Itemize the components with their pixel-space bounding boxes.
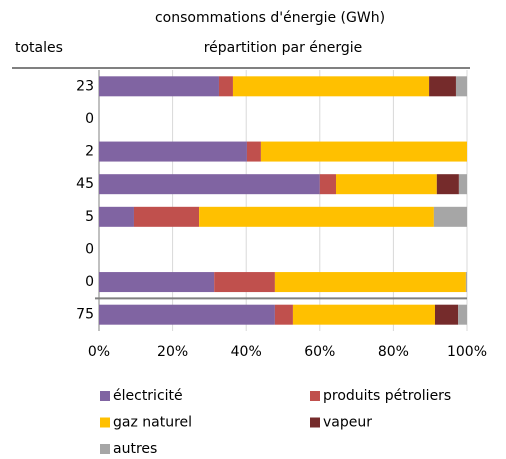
legend-swatch <box>100 391 110 401</box>
bar-segment <box>465 272 467 293</box>
legend-swatch <box>100 444 110 454</box>
y-tick-label: 0 <box>85 241 94 257</box>
bar-segment <box>99 272 215 293</box>
bar-segment <box>133 206 200 227</box>
legend-label: gaz naturel <box>113 415 192 431</box>
legend-swatch <box>310 391 320 401</box>
legend-swatch <box>310 417 320 428</box>
chart-title: consommations d'énergie (GWh) <box>155 10 385 26</box>
bar-segment <box>260 141 467 162</box>
legend-label: produits pétroliers <box>323 388 451 404</box>
bar-segment <box>246 141 261 162</box>
bar-segment <box>232 76 430 97</box>
bar-segment <box>274 272 466 293</box>
y-tick-label: 45 <box>76 176 94 192</box>
y-tick-label: 0 <box>85 111 94 127</box>
x-tick-label: 60% <box>304 344 335 360</box>
bar-segment <box>199 206 434 227</box>
bar-segment <box>99 304 275 325</box>
bar-segment <box>99 141 247 162</box>
bar-segment <box>433 206 467 227</box>
legend-swatch <box>100 417 110 428</box>
bar-segment <box>292 304 435 325</box>
legend-label: autres <box>113 441 157 457</box>
y-tick-label: 5 <box>85 209 94 225</box>
bar-segment <box>214 272 275 293</box>
bar-segment <box>99 206 134 227</box>
bar-segment <box>434 304 459 325</box>
bar-segment <box>458 304 467 325</box>
x-tick-label: 80% <box>378 344 409 360</box>
subtitle: répartition par énergie <box>204 40 363 56</box>
bar-segment <box>99 76 219 97</box>
bar-segment <box>218 76 233 97</box>
y-tick-label: 23 <box>76 78 94 94</box>
bar-segment <box>429 76 456 97</box>
x-tick-label: 0% <box>88 344 110 360</box>
bar-segment <box>458 174 467 195</box>
y-tick-label: 75 <box>76 307 94 323</box>
bar-segment <box>99 174 320 195</box>
legend-label: électricité <box>113 388 183 404</box>
y-tick-label: 0 <box>85 274 94 290</box>
legend-label: vapeur <box>323 415 372 431</box>
y-tick-label: 2 <box>85 144 94 160</box>
bar-segment <box>436 174 459 195</box>
bar-segment <box>335 174 437 195</box>
category-axis-label: totales <box>15 40 63 56</box>
x-tick-label: 20% <box>157 344 188 360</box>
x-tick-label: 100% <box>447 344 487 360</box>
x-tick-label: 40% <box>231 344 262 360</box>
bar-segment <box>319 174 336 195</box>
bar-segment <box>274 304 293 325</box>
bar-segment <box>455 76 467 97</box>
